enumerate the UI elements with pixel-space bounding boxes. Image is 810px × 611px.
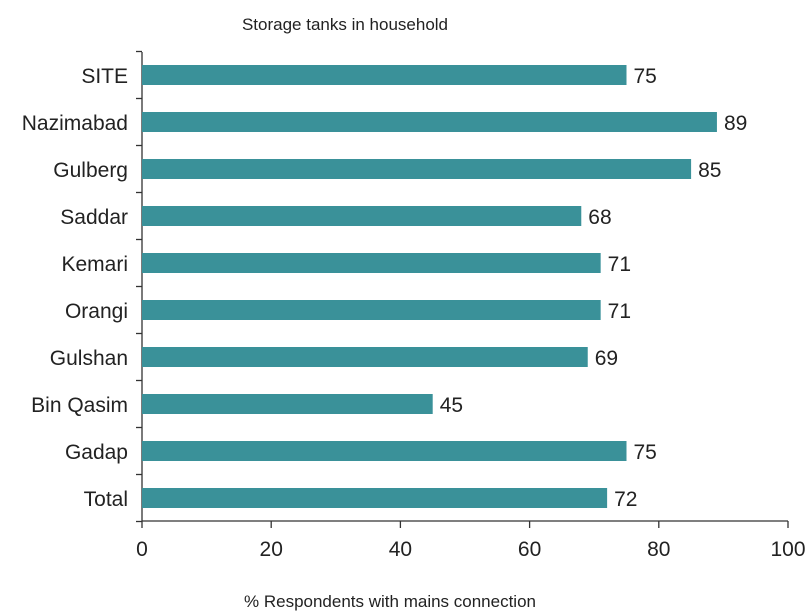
bar-value-label: 72 bbox=[614, 488, 637, 511]
x-tick-label: 20 bbox=[260, 538, 283, 561]
bar-value-label: 89 bbox=[724, 112, 747, 135]
x-tick-label: 0 bbox=[136, 538, 148, 561]
bar bbox=[142, 159, 692, 179]
x-tick-label: 60 bbox=[518, 538, 541, 561]
bar bbox=[142, 488, 608, 508]
bar-value-label: 85 bbox=[698, 159, 721, 182]
bar bbox=[142, 441, 627, 461]
category-label: Nazimabad bbox=[22, 112, 128, 135]
bar bbox=[142, 112, 717, 132]
bar-value-label: 68 bbox=[588, 206, 611, 229]
bar-value-label: 45 bbox=[440, 394, 463, 417]
category-label: Kemari bbox=[61, 253, 128, 276]
chart-title: Storage tanks in household bbox=[242, 15, 448, 34]
bar bbox=[142, 347, 588, 367]
bar-value-label: 69 bbox=[595, 347, 618, 370]
bar bbox=[142, 206, 582, 226]
category-label: Gadap bbox=[65, 441, 128, 464]
bar bbox=[142, 394, 433, 414]
bar bbox=[142, 300, 601, 320]
category-label: Gulberg bbox=[53, 159, 128, 182]
bar-value-label: 75 bbox=[634, 441, 657, 464]
plot-area: 0 20 40 60 80 100 SITE 75 Nazimabad 89 Gulberg 85 Sa… bbox=[22, 50, 806, 561]
category-label: Gulshan bbox=[50, 347, 128, 370]
category-label: Saddar bbox=[60, 206, 128, 229]
category-label: SITE bbox=[81, 65, 128, 88]
category-label: Bin Qasim bbox=[31, 394, 128, 417]
category-label: Total bbox=[84, 488, 128, 511]
x-tick-label: 40 bbox=[389, 538, 412, 561]
x-tick-label: 80 bbox=[647, 538, 670, 561]
bar-value-label: 71 bbox=[608, 253, 631, 276]
category-label: Orangi bbox=[65, 300, 128, 323]
bar bbox=[142, 253, 601, 273]
bar-value-label: 71 bbox=[608, 300, 631, 323]
x-tick-label: 100 bbox=[770, 538, 805, 561]
bar-value-label: 75 bbox=[634, 65, 657, 88]
x-axis-label: % Respondents with mains connection bbox=[244, 592, 536, 611]
bar bbox=[142, 65, 627, 85]
